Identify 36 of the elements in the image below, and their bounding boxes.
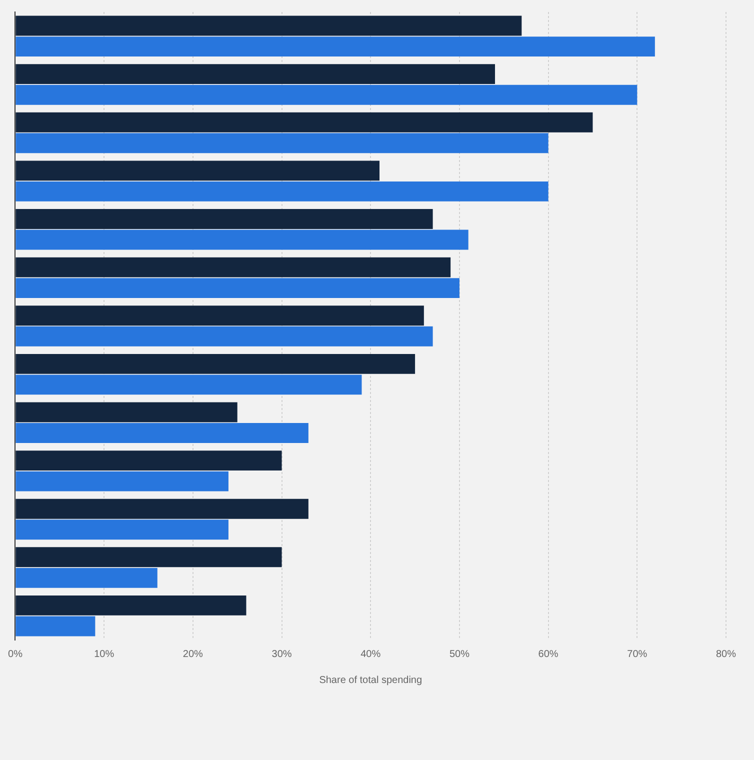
bar: [16, 595, 246, 616]
bar: [16, 64, 495, 84]
bar: [16, 112, 593, 132]
bar: [16, 450, 282, 471]
bar: [16, 520, 228, 540]
x-tick-label: 70%: [627, 648, 648, 660]
bar: [16, 230, 468, 250]
bar: [16, 278, 460, 298]
bar: [16, 471, 228, 492]
bar: [16, 160, 380, 181]
bar: [16, 326, 433, 346]
x-tick-label: 10%: [94, 648, 114, 660]
bar: [16, 181, 548, 202]
x-tick-label: 0%: [8, 648, 23, 660]
bar: [16, 402, 238, 422]
bar: [16, 257, 451, 278]
x-tick-label: 40%: [360, 648, 381, 660]
bar: [16, 568, 158, 588]
bar: [16, 84, 638, 105]
bar: [16, 498, 308, 519]
x-tick-label: 30%: [272, 648, 292, 660]
bar: [16, 133, 548, 154]
bar: [16, 209, 433, 229]
bar: [16, 374, 362, 395]
x-tick-label: 20%: [182, 648, 204, 660]
x-tick-label: 80%: [716, 648, 736, 660]
bar: [16, 547, 282, 568]
bar: [16, 616, 96, 636]
bar: [16, 306, 424, 326]
bar: [16, 423, 308, 443]
x-axis-title: Share of total spending: [319, 674, 422, 686]
x-tick-label: 50%: [449, 648, 470, 660]
x-tick-label: 60%: [538, 648, 558, 660]
bar: [16, 36, 655, 57]
bar: [16, 354, 416, 374]
bar: [16, 16, 522, 36]
